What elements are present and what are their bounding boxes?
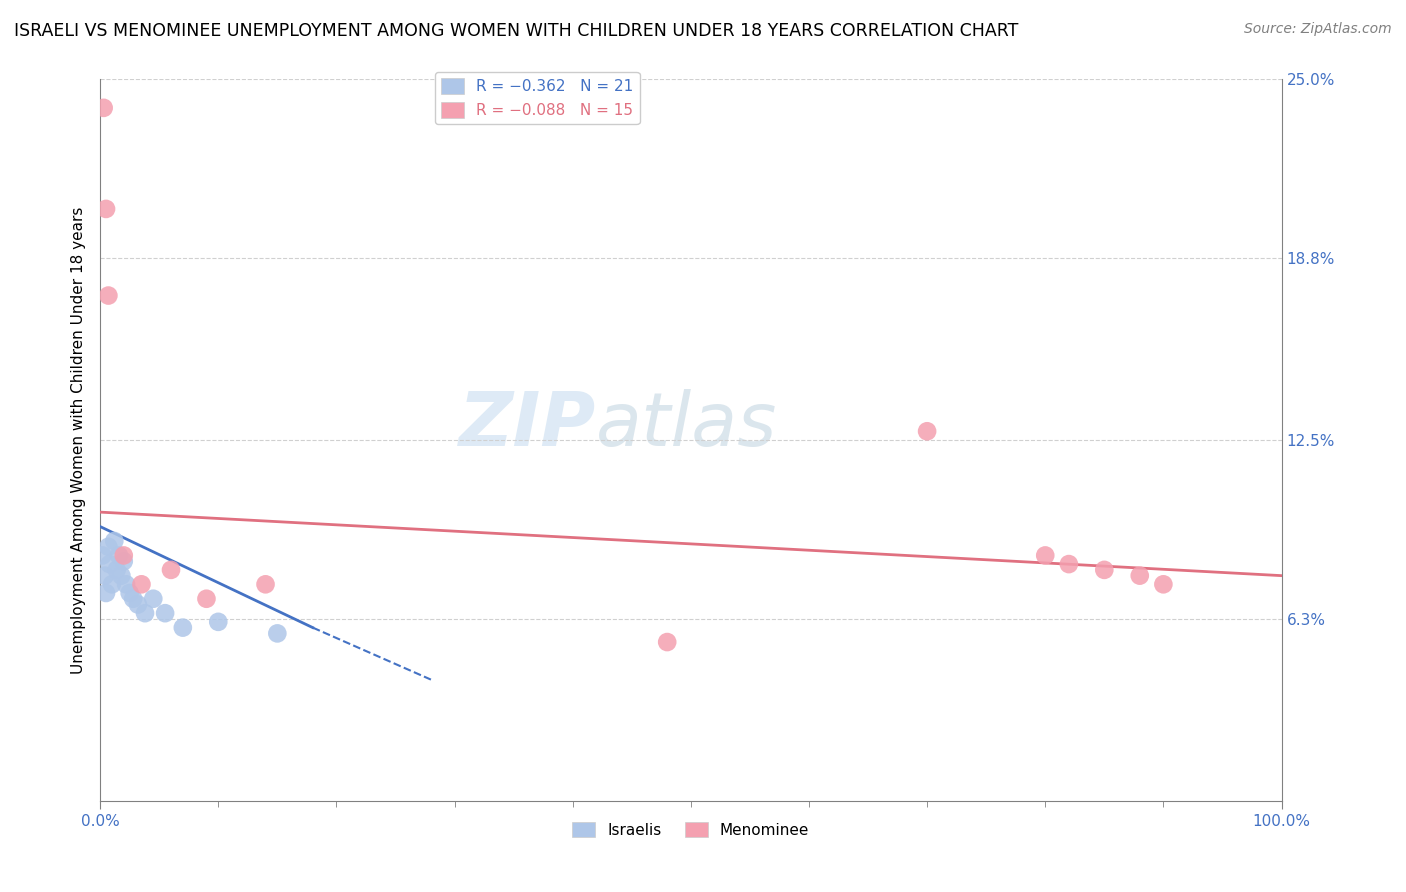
Point bbox=[1129, 568, 1152, 582]
Point bbox=[134, 606, 156, 620]
Point bbox=[97, 540, 120, 554]
Point bbox=[101, 577, 124, 591]
Point bbox=[122, 591, 145, 606]
Point bbox=[1033, 549, 1056, 563]
Point bbox=[94, 202, 117, 216]
Point bbox=[108, 549, 131, 563]
Point bbox=[1152, 577, 1174, 591]
Point bbox=[118, 586, 141, 600]
Point bbox=[94, 586, 117, 600]
Point bbox=[1057, 557, 1080, 571]
Point bbox=[98, 557, 121, 571]
Point bbox=[915, 424, 938, 438]
Point bbox=[105, 563, 128, 577]
Point bbox=[1092, 563, 1115, 577]
Point bbox=[254, 577, 277, 591]
Point bbox=[127, 598, 149, 612]
Point bbox=[172, 621, 194, 635]
Point bbox=[94, 568, 117, 582]
Point bbox=[110, 568, 132, 582]
Point bbox=[207, 615, 229, 629]
Text: ISRAELI VS MENOMINEE UNEMPLOYMENT AMONG WOMEN WITH CHILDREN UNDER 18 YEARS CORRE: ISRAELI VS MENOMINEE UNEMPLOYMENT AMONG … bbox=[14, 22, 1018, 40]
Y-axis label: Unemployment Among Women with Children Under 18 years: Unemployment Among Women with Children U… bbox=[72, 206, 86, 673]
Point bbox=[103, 533, 125, 548]
Text: ZIP: ZIP bbox=[460, 389, 596, 462]
Text: Source: ZipAtlas.com: Source: ZipAtlas.com bbox=[1244, 22, 1392, 37]
Point bbox=[112, 554, 135, 568]
Point bbox=[153, 606, 176, 620]
Point bbox=[657, 635, 679, 649]
Legend: Israelis, Menominee: Israelis, Menominee bbox=[567, 815, 815, 844]
Point bbox=[266, 626, 288, 640]
Point bbox=[115, 577, 138, 591]
Point bbox=[112, 549, 135, 563]
Text: atlas: atlas bbox=[596, 390, 778, 461]
Point bbox=[160, 563, 183, 577]
Point bbox=[131, 577, 153, 591]
Point bbox=[93, 101, 115, 115]
Point bbox=[97, 288, 120, 302]
Point bbox=[91, 549, 114, 563]
Point bbox=[142, 591, 165, 606]
Point bbox=[195, 591, 218, 606]
